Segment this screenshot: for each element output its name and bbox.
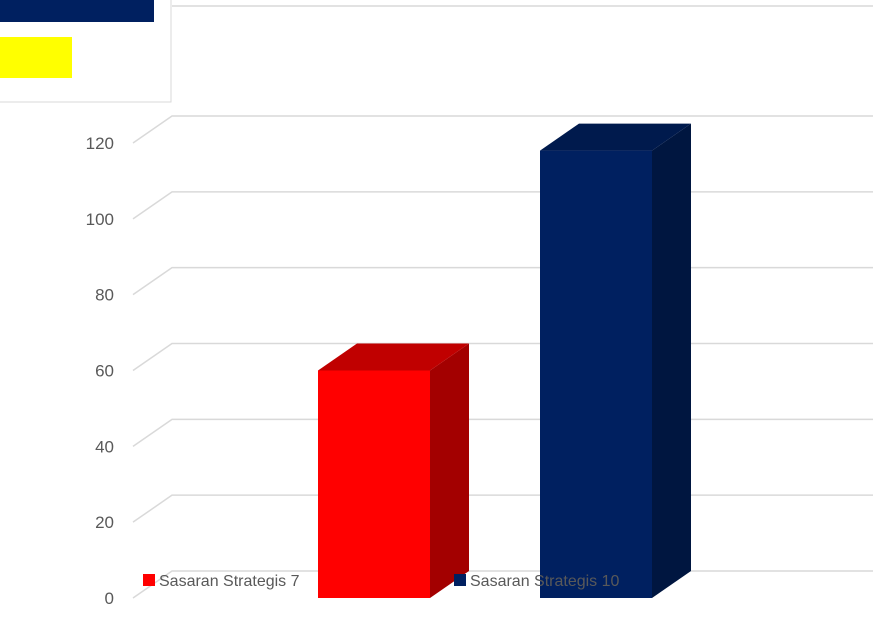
gridline xyxy=(132,418,873,447)
bar-front-face xyxy=(540,150,652,599)
legend: Sasaran Strategis 7 Sasaran Strategis 10 xyxy=(143,573,620,590)
gridline xyxy=(132,266,873,296)
legend-label: Sasaran Strategis 10 xyxy=(470,573,620,590)
bar-side-face xyxy=(430,343,469,598)
inset-legend-box xyxy=(0,0,172,103)
y-axis-tick-labels: 0 20 40 60 80 100 120 xyxy=(86,134,114,608)
legend-item: Sasaran Strategis 10 xyxy=(454,573,620,590)
gridline xyxy=(132,494,873,523)
inset-swatch-yellow xyxy=(0,37,72,78)
bar-side-face xyxy=(652,123,691,598)
y-tick-label: 80 xyxy=(95,286,114,305)
y-tick-label: 100 xyxy=(86,210,114,229)
bar xyxy=(318,343,469,598)
legend-swatch xyxy=(143,574,155,586)
bar-front-face xyxy=(318,370,430,598)
gridline xyxy=(132,115,873,144)
legend-item: Sasaran Strategis 7 xyxy=(143,573,300,590)
gridlines xyxy=(132,5,873,599)
gridline xyxy=(132,342,873,372)
legend-label: Sasaran Strategis 7 xyxy=(159,573,300,590)
bars xyxy=(318,123,691,599)
y-tick-label: 0 xyxy=(105,589,114,608)
y-tick-label: 120 xyxy=(86,134,114,153)
inset-swatch-navy xyxy=(0,0,154,22)
gridline xyxy=(132,191,873,220)
y-tick-label: 60 xyxy=(95,362,114,381)
bar xyxy=(540,123,691,599)
y-tick-label: 20 xyxy=(95,513,114,532)
bar-top-face xyxy=(318,343,469,371)
legend-swatch xyxy=(454,574,466,586)
bar-top-face xyxy=(540,123,691,151)
y-tick-label: 40 xyxy=(95,437,114,456)
